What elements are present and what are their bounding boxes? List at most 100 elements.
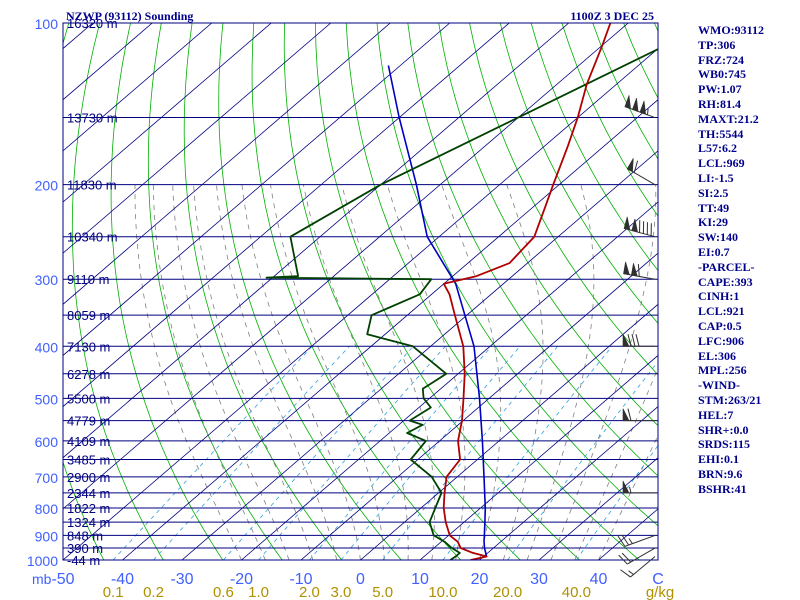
temperature-tick-label: C [652,571,664,588]
isotherm [300,252,658,560]
height-label: 848 m [67,528,103,543]
parameter-item: LCL:969 [698,156,745,171]
pressure-label: 500 [35,391,59,407]
height-label: 5500 m [67,391,110,406]
parameter-item: SI:2.5 [698,185,729,200]
pressure-label: 100 [35,16,59,32]
parameter-item: CINH:1 [698,289,740,304]
parcel-trace [387,65,488,557]
parameter-item: BRN:9.6 [698,466,743,481]
height-label: 2344 m [67,486,110,501]
wind-barb [622,480,655,494]
parameter-item: STM:263/21 [698,392,762,407]
parameter-item: -WIND- [698,378,740,393]
height-label: 1324 m [67,515,110,530]
parameter-item: LI:-1.5 [698,170,734,185]
temperature-tick-label: 30 [530,571,548,588]
temperature-tick-label: -50 [51,571,74,588]
height-label: 16320 m [67,16,118,31]
moist-adiabat [386,184,466,560]
height-label: 390 m [67,541,103,556]
dewpoint-trace [265,48,658,560]
height-label: -44 m [67,553,100,568]
mixing-ratio-label: 1.0 [248,584,269,600]
wind-barb [622,334,655,347]
moist-adiabat [216,184,338,560]
parameter-item: KI:29 [698,215,728,230]
mixing-ratio-label: 0.1 [103,584,124,600]
temperature-tick-label: -30 [170,571,193,588]
isotherm [63,23,629,510]
wind-barb [623,216,656,238]
moist-adiabat [550,184,657,560]
pressure-label: 800 [35,501,59,517]
parameter-item: WMO:93112 [698,23,764,37]
parameter-item: EL:306 [698,348,737,363]
parameter-item: TH:5544 [698,126,744,141]
wind-barb [626,158,656,186]
wind-barb [623,261,656,280]
height-label: 8059 m [67,308,110,323]
temperature-tick-label: 0 [356,571,365,588]
sounding-title: NZWP (93112) Sounding [66,9,193,23]
parameter-item: MAXT:21.2 [698,111,759,126]
parameter-item: BSHR:41 [698,481,747,496]
pressure-label: 200 [35,178,59,194]
parameter-item: EI:0.7 [698,244,730,259]
isotherm [63,23,391,305]
parameter-item: RH:81.4 [698,96,741,111]
mixing-ratio-label: 0.6 [213,584,234,600]
mixing-ratio-label: 10.0 [428,584,457,600]
parameter-item: CAP:0.5 [698,318,742,333]
parameter-item: TP:306 [698,37,736,52]
isotherm [360,303,658,560]
mixing-ratio-label: g/kg [646,584,674,600]
parameter-item: SHR+:0.0 [698,422,749,437]
parameter-item: PW:1.07 [698,82,742,97]
wind-barb [617,534,656,547]
parameter-item: HEL:7 [698,407,734,422]
height-label: 7130 m [67,339,110,354]
mixing-ratio-label: 40.0 [562,584,591,600]
pressure-label: 400 [35,339,59,355]
height-label: 3485 m [67,453,110,468]
isotherm [181,150,658,560]
isotherm [538,457,658,560]
parameter-item: -PARCEL- [698,259,755,274]
temperature-tick-label: 10 [411,571,429,588]
height-label: 6278 m [67,367,110,382]
isotherm [63,23,213,152]
parameter-item: TT:49 [698,200,730,215]
height-label: 9110 m [67,272,109,287]
plot-background [63,23,658,560]
parameter-item: WB0:745 [698,67,746,82]
mixing-ratio-label: 0.2 [143,584,164,600]
height-label: 4109 m [67,434,110,449]
stability-parameters: WMO:93112 TP:306 FRZ:724 WB0:745 PW:1.07 RH:8… [698,23,798,497]
height-label: 13730 m [67,111,118,126]
height-label: 1822 m [67,501,110,516]
pressure-label: 300 [35,272,59,288]
parameter-item: MPL:256 [698,363,747,378]
parameter-item: CAPE:393 [698,274,753,289]
wind-barb [618,547,656,565]
isotherm [63,23,332,254]
wind-barb [622,408,655,422]
y-axis-unit: mb [32,571,52,587]
isotherm [63,23,510,408]
parameter-item: LCL:921 [698,304,745,319]
pressure-label: 1000 [27,553,58,569]
temperature-tick-label: -20 [230,571,253,588]
isotherm [63,23,570,459]
height-label: 2900 m [67,470,110,485]
parameter-item: L57:6.2 [698,141,737,156]
height-label: 11830 m [67,178,117,193]
pressure-label: 700 [35,470,59,486]
parameter-item: LFC:906 [698,333,744,348]
sounding-profiles [265,23,658,560]
height-label: 10340 m [67,230,118,245]
mixing-ratio-label: 2.0 [299,584,320,600]
wind-barb [624,95,656,119]
